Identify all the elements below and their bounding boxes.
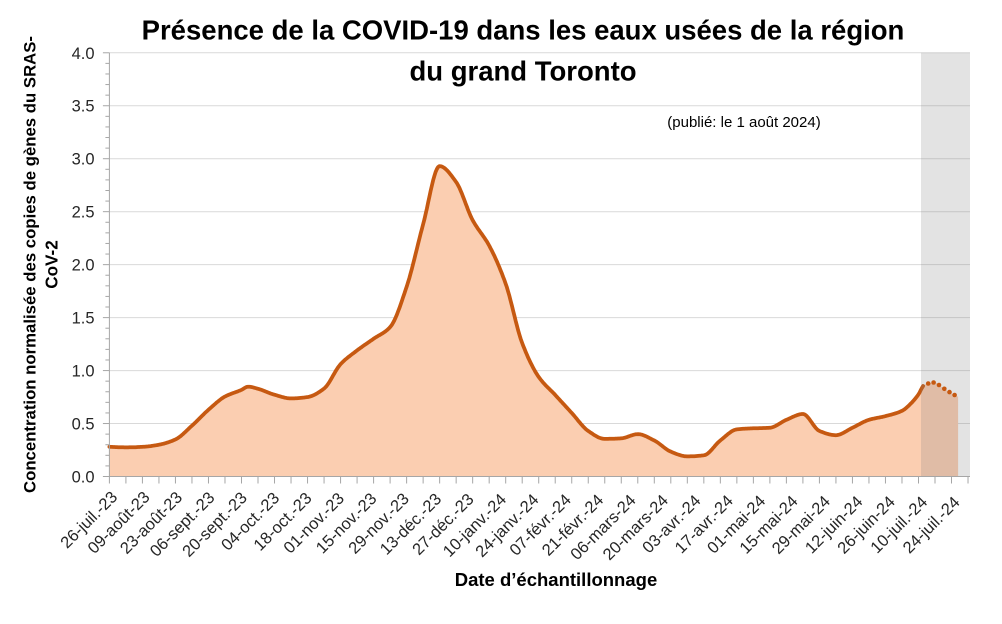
svg-text:0.0: 0.0: [72, 469, 95, 487]
svg-text:du grand Toronto: du grand Toronto: [409, 56, 636, 87]
svg-text:(publié: le 1 août 2024): (publié: le 1 août 2024): [667, 114, 820, 131]
svg-text:1.0: 1.0: [72, 363, 95, 381]
svg-text:Concentration normalisée des c: Concentration normalisée des copies de g…: [21, 36, 40, 493]
svg-text:2.0: 2.0: [72, 257, 95, 275]
svg-text:4.0: 4.0: [72, 45, 95, 63]
svg-text:Présence de la COVID-19 dans l: Présence de la COVID-19 dans les eaux us…: [142, 15, 905, 46]
svg-text:0.5: 0.5: [72, 416, 95, 434]
svg-text:1.5: 1.5: [72, 310, 95, 328]
svg-text:3.5: 3.5: [72, 98, 95, 116]
svg-text:3.0: 3.0: [72, 151, 95, 169]
svg-text:CoV-2: CoV-2: [43, 240, 62, 288]
svg-text:Date d’échantillonnage: Date d’échantillonnage: [455, 569, 658, 590]
svg-text:2.5: 2.5: [72, 204, 95, 222]
